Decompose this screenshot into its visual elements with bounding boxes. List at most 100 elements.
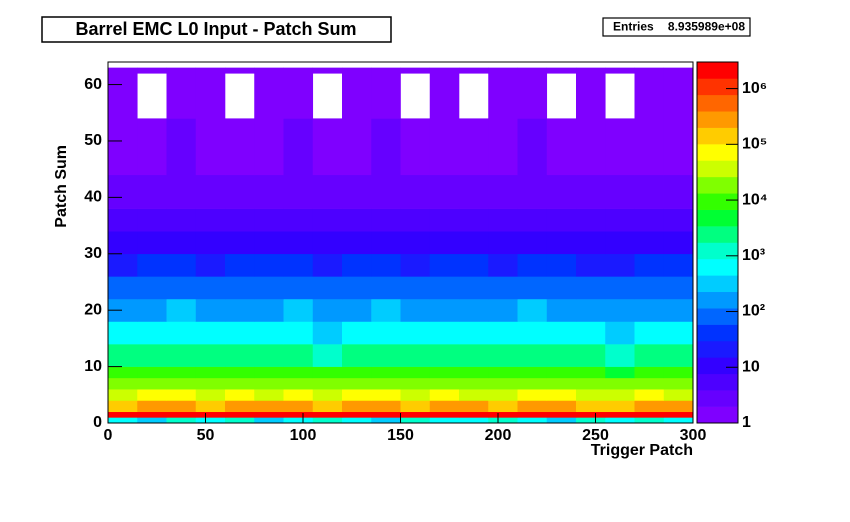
heatmap-cell: [371, 411, 401, 418]
heatmap-cell: [634, 208, 665, 232]
x-tick-label: 200: [485, 427, 512, 444]
chart-title: Barrel EMC L0 Input - Patch Sum: [75, 19, 356, 39]
heatmap-cell: [400, 298, 431, 322]
heatmap-cell: [342, 253, 372, 277]
heatmap-cell: [576, 298, 606, 322]
heatmap-cell: [663, 411, 694, 418]
heatmap-cell: [488, 276, 518, 300]
heatmap-cell: [400, 276, 431, 300]
heatmap-cell: [517, 174, 548, 209]
heatmap-cell: [108, 417, 138, 424]
x-tick-label: 50: [197, 427, 215, 444]
heatmap-cell: [254, 298, 284, 322]
heatmap-cell: [605, 174, 635, 209]
heatmap-cell: [312, 377, 343, 390]
heatmap-cell: [312, 208, 343, 232]
heatmap-cell: [663, 231, 694, 255]
heatmap-cell: [312, 253, 343, 277]
heatmap-cell: [342, 344, 372, 367]
colorbar-band: [697, 62, 738, 79]
heatmap-cell: [459, 208, 489, 232]
heatmap-cell: [429, 67, 460, 74]
heatmap-cell: [663, 377, 694, 390]
heatmap-cell: [605, 411, 635, 418]
heatmap-cell: [371, 321, 401, 345]
heatmap-cell: [371, 208, 401, 232]
heatmap-cell: [546, 67, 577, 74]
heatmap-cell: [137, 417, 167, 424]
heatmap-cell: [459, 366, 489, 379]
z-tick-label: 1: [742, 414, 751, 431]
heatmap-cell: [546, 366, 577, 379]
heatmap-cell: [166, 231, 197, 255]
heatmap-cell: [517, 73, 548, 119]
heatmap-cell: [342, 400, 372, 413]
heatmap-cell: [137, 174, 167, 209]
heatmap-cell: [605, 400, 635, 413]
heatmap-cell: [517, 208, 548, 232]
heatmap-cell: [517, 298, 548, 322]
heatmap-cell: [137, 208, 167, 232]
heatmap-cell: [663, 321, 694, 345]
heatmap-cell: [342, 208, 372, 232]
heatmap-cell: [195, 389, 226, 401]
y-tick-label: 50: [84, 132, 102, 149]
heatmap-cell: [663, 208, 694, 232]
heatmap-cell: [108, 118, 138, 176]
heatmap-cell: [546, 344, 577, 367]
z-tick-label: 10⁵: [742, 136, 767, 153]
heatmap-cell: [576, 344, 606, 367]
heatmap-cell: [283, 276, 314, 300]
heatmap-cell: [663, 174, 694, 209]
heatmap-cell: [254, 377, 284, 390]
heatmap-cell: [166, 417, 197, 424]
heatmap-cell: [371, 231, 401, 255]
heatmap-cell: [546, 377, 577, 390]
heatmap-cell: [108, 298, 138, 322]
heatmap-cell: [663, 417, 694, 424]
colorbar-band: [697, 242, 738, 260]
heatmap-cell: [488, 174, 518, 209]
heatmap-cell: [459, 298, 489, 322]
heatmap-cell: [634, 344, 665, 367]
heatmap-cell: [576, 389, 606, 401]
colorbar-band: [697, 193, 738, 210]
heatmap-cell: [254, 276, 284, 300]
heatmap-cell: [225, 276, 255, 300]
heatmap-cell: [225, 174, 255, 209]
heatmap-cell: [342, 411, 372, 418]
heatmap-cell: [605, 366, 635, 379]
title-box: [41, 16, 392, 43]
heatmap-cell: [663, 276, 694, 300]
heatmap-cell: [605, 377, 635, 390]
heatmap-cell: [634, 67, 665, 74]
heatmap-cell: [283, 377, 314, 390]
heatmap-cell: [225, 321, 255, 345]
heatmap-cell: [576, 377, 606, 390]
colorbar-band: [697, 176, 738, 194]
heatmap-cell: [517, 118, 548, 176]
heatmap-cell: [663, 366, 694, 379]
heatmap-cell: [108, 344, 138, 367]
heatmap-cell: [400, 174, 431, 209]
colorbar-band: [697, 406, 738, 424]
heatmap-cell: [634, 253, 665, 277]
heatmap-cell: [108, 366, 138, 379]
heatmap-cell: [634, 366, 665, 379]
heatmap-cell: [459, 253, 489, 277]
heatmap-cell: [283, 73, 314, 119]
heatmap-cell: [166, 298, 197, 322]
heatmap-cell: [312, 298, 343, 322]
heatmap-cell: [342, 298, 372, 322]
heatmap-cell: [254, 321, 284, 345]
colorbar-band: [697, 94, 738, 112]
heatmap-cell: [108, 377, 138, 390]
heatmap-cell: [195, 73, 226, 119]
heatmap-cell: [137, 321, 167, 345]
heatmap-cell: [283, 174, 314, 209]
heatmap-cell: [166, 118, 197, 176]
heatmap-cell: [429, 118, 460, 176]
heatmap-cell: [108, 276, 138, 300]
heatmap-cell: [400, 253, 431, 277]
heatmap-cell: [137, 389, 167, 401]
